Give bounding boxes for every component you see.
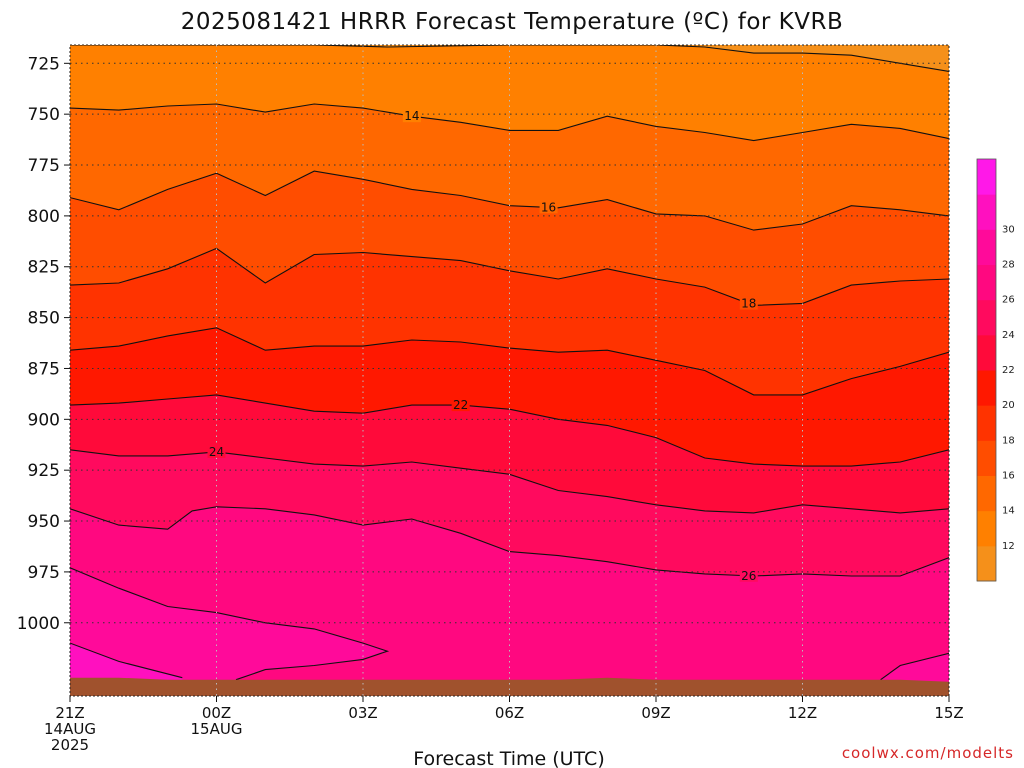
- colorbar-segment-32: [977, 159, 996, 195]
- chart-title: 2025081421 HRRR Forecast Temperature (ºC…: [181, 9, 844, 35]
- isotherm-28-line-9: [880, 652, 949, 681]
- x-tick-label-09Z-1: 09Z: [641, 704, 670, 722]
- colorbar-label-18: 18: [1002, 435, 1015, 446]
- x-tick-label-15Z-1: 15Z: [934, 704, 963, 722]
- colorbar-label-20: 20: [1002, 400, 1015, 411]
- isotherm-30-line-10: [70, 642, 183, 679]
- isotherm-label-bg-22: [451, 398, 470, 412]
- x-tick-label-06Z-1: 06Z: [495, 704, 524, 722]
- colorbar-segment-12: [977, 510, 996, 547]
- y-tick-label-775: 775: [28, 156, 60, 176]
- isotherm-labels: 14 16 18 22 24 26: [207, 109, 758, 583]
- colorbar-label-26: 26: [1002, 295, 1015, 306]
- ground-area: [70, 677, 949, 696]
- colorbar-label-30: 30: [1002, 224, 1015, 235]
- colorbar-segment-14: [977, 475, 996, 512]
- colorbar-label-12: 12: [1002, 541, 1015, 552]
- isotherm-14-line-1: [70, 103, 949, 142]
- isotherm-28-line-8: [70, 567, 390, 681]
- colorbar-frame: [976, 158, 997, 582]
- y-tick-label-925: 925: [28, 461, 60, 481]
- isotherm-label-bg-14: [402, 109, 421, 123]
- isotherm-label-18: 18: [741, 297, 756, 311]
- colorbar-segment-22: [977, 334, 996, 371]
- y-tick-label-1000: 1000: [17, 614, 60, 634]
- credit-text: coolwx.com/modelts: [842, 744, 1014, 762]
- isotherm-12-line-0: [70, 45, 949, 72]
- colorbar-segment-10: [977, 545, 996, 582]
- isotherm-label-22: 22: [453, 398, 468, 412]
- isotherm-26-line-7: [70, 506, 949, 577]
- x-tick-label-12Z-1: 12Z: [788, 704, 817, 722]
- y-tick-label-850: 850: [28, 309, 60, 329]
- x-tick-label-00Z-2: 15AUG: [191, 720, 243, 738]
- isotherm-label-26: 26: [741, 569, 756, 583]
- x-axis-label: Forecast Time (UTC): [413, 748, 604, 768]
- colorbar-label-24: 24: [1002, 330, 1015, 341]
- isotherm-label-16: 16: [541, 200, 556, 214]
- y-tick-label-800: 800: [28, 207, 60, 227]
- temperature-fill-layer: [70, 45, 949, 696]
- colorbar: 12 14 16 18 20 22 24 26 28 30: [976, 158, 1015, 582]
- isotherm-label-bg-24: [207, 444, 226, 458]
- x-tick-label-21Z-1: 21Z: [55, 704, 84, 722]
- colorbar-label-16: 16: [1002, 471, 1015, 482]
- isotherm-label-24: 24: [209, 445, 224, 459]
- colorbar-segment-20: [977, 370, 996, 406]
- ground-layer: [70, 677, 949, 696]
- colorbar-label-28: 28: [1002, 260, 1015, 271]
- x-tick-label-21Z-3: 2025: [51, 736, 89, 754]
- colorbar-label-14: 14: [1002, 506, 1015, 517]
- y-axis-ticks: 725 750 775 800 825 850 875 900 925 950 975 1000: [17, 54, 70, 634]
- isotherm-label-bg-16: [539, 200, 558, 214]
- y-tick-label-975: 975: [28, 563, 60, 583]
- y-tick-label-900: 900: [28, 410, 60, 430]
- x-tick-label-00Z-1: 00Z: [202, 704, 231, 722]
- grid-lines: [70, 45, 949, 696]
- isotherm-label-bg-18: [739, 296, 758, 310]
- y-tick-label-825: 825: [28, 258, 60, 278]
- y-tick-label-725: 725: [28, 54, 60, 74]
- isotherm-label-bg-26: [739, 568, 758, 582]
- colorbar-segment-24: [977, 299, 996, 336]
- colorbar-segment-26: [977, 264, 996, 301]
- colorbar-segment-16: [977, 440, 996, 476]
- colorbar-segment-18: [977, 405, 996, 441]
- colorbar-segment-30: [977, 194, 996, 230]
- x-tick-label-03Z-1: 03Z: [348, 704, 377, 722]
- isotherm-label-14: 14: [404, 109, 419, 123]
- y-tick-label-875: 875: [28, 359, 60, 379]
- x-tick-label-21Z-2: 14AUG: [44, 720, 96, 738]
- colorbar-label-22: 22: [1002, 365, 1015, 376]
- colorbar-segment-28: [977, 229, 996, 265]
- y-tick-label-750: 750: [28, 105, 60, 125]
- y-tick-label-950: 950: [28, 512, 60, 532]
